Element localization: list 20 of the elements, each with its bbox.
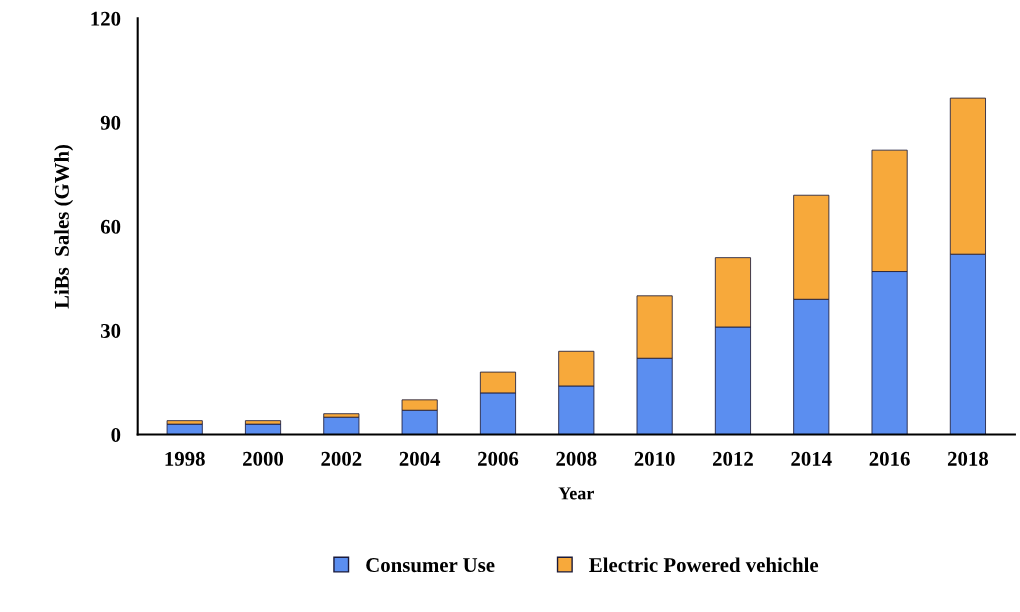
y-tick-label: 60 — [100, 219, 121, 234]
y-tick-label: 90 — [100, 115, 121, 130]
x-tick-label: 2000 — [243, 451, 284, 466]
x-tick-label: 2014 — [791, 451, 832, 466]
y-tick-label: 30 — [100, 323, 121, 338]
x-axis-title: Year — [558, 487, 594, 500]
legend-label: Consumer Use — [366, 558, 495, 573]
x-tick-label: 2002 — [321, 451, 362, 466]
x-tick-label: 2018 — [947, 451, 989, 466]
y-tick-label: 120 — [91, 11, 121, 26]
x-tick-label: 2008 — [556, 451, 597, 466]
legend-label: Electric Powered vehichle — [589, 557, 819, 573]
x-tick-label: 2016 — [869, 451, 910, 466]
x-tick-label: 2004 — [399, 451, 441, 466]
y-axis-title: LiBs Sales (GWh) — [54, 144, 74, 309]
x-tick-label: 2006 — [478, 451, 519, 466]
y-tick-label: 0 — [111, 427, 121, 442]
x-tick-label: 2012 — [712, 451, 753, 466]
x-tick-label: 2010 — [634, 451, 675, 466]
x-tick-label: 1998 — [165, 451, 205, 466]
